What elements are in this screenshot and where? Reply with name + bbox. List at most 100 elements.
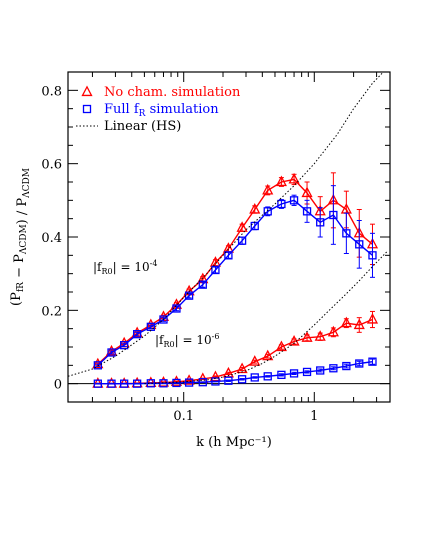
annotation-fr0-1e-6: |fR0| = 10-6 [155, 332, 219, 349]
square-marker [224, 376, 233, 385]
y-axis-title-part: ΛCDM [19, 224, 29, 255]
square-marker [159, 315, 168, 324]
square-marker [93, 379, 102, 388]
square-marker [316, 218, 325, 227]
square-marker [132, 330, 142, 339]
series-1 [93, 185, 377, 370]
square-marker [368, 357, 377, 366]
square-marker [198, 280, 207, 289]
annot-sup: -6 [212, 332, 220, 341]
triangle-marker [262, 183, 274, 195]
square-marker [93, 361, 102, 370]
square-marker [329, 364, 338, 373]
square-marker [107, 379, 116, 388]
legend: No cham. simulation Full fR simulation Lin… [76, 85, 241, 134]
annot-main: |f [155, 333, 165, 347]
square-marker [184, 378, 194, 387]
triangle-marker [249, 355, 261, 366]
series-4 [68, 72, 385, 377]
y-axis-title-part: (P [9, 292, 24, 306]
y-axis-title-part: ΛCDM [22, 168, 32, 199]
square-marker [172, 378, 181, 388]
annotations: |fR0| = 10-4|fR0| = 10-6 [93, 259, 219, 349]
x-tick-label: 1 [310, 409, 318, 424]
square-marker [263, 372, 272, 381]
legend-label-main: Full f [104, 102, 140, 117]
y-axis-title: (PfR − PΛCDM) / PΛCDM [9, 168, 32, 306]
square-marker [342, 361, 351, 371]
y-tick-label: 0.8 [41, 84, 62, 99]
linear-hs-line [68, 72, 385, 377]
square-marker [277, 199, 286, 209]
plot-layer [68, 72, 390, 388]
triangle-marker [262, 349, 274, 361]
square-marker [82, 104, 92, 114]
square-marker [263, 207, 272, 216]
y-axis-title-part: ) / P [15, 198, 30, 225]
legend-label: Linear (HS) [104, 119, 181, 134]
y-axis-title-part: fR [16, 282, 26, 292]
y-tick-label: 0.4 [41, 231, 62, 246]
triangle-marker [301, 186, 313, 198]
square-marker [224, 251, 233, 260]
y-tick-label: 0.2 [41, 304, 62, 319]
square-marker [120, 379, 129, 388]
triangle-marker [340, 316, 352, 328]
square-marker [237, 236, 247, 245]
labels-layer: 0.1 100.20.40.60.8k (h Mpc⁻¹)(PfR − PΛCDM… [9, 84, 318, 450]
y-tick-label: 0.6 [41, 158, 62, 173]
square-marker [289, 196, 299, 205]
triangle-marker [157, 376, 170, 387]
square-marker [329, 210, 338, 220]
legend-label-rest: simulation [145, 102, 219, 117]
square-marker [302, 367, 312, 377]
square-marker [107, 348, 116, 357]
x-axis-title: k (h Mpc⁻¹) [196, 435, 272, 450]
square-marker [368, 251, 377, 260]
square-marker [120, 341, 129, 350]
square-marker [342, 229, 351, 238]
series-line [97, 360, 373, 385]
square-marker [289, 369, 299, 378]
square-marker [132, 379, 142, 388]
square-marker [355, 359, 364, 368]
square-marker [211, 265, 220, 275]
triangle-marker [314, 330, 326, 341]
triangle-marker [81, 85, 93, 97]
annot-main: |f [93, 260, 103, 274]
annot-sub: R0 [101, 267, 112, 276]
annot-sub: R0 [163, 340, 174, 349]
triangle-marker [353, 318, 365, 330]
triangle-marker [275, 175, 287, 187]
legend-label: No cham. simulation [104, 85, 241, 100]
triangle-marker [236, 362, 248, 374]
series-line [97, 178, 373, 365]
square-marker [146, 379, 155, 388]
annotation-fr0-1e-4: |fR0| = 10-4 [93, 259, 157, 276]
x-tick-label: 0.1 [173, 409, 194, 424]
y-tick-label: 0 [54, 378, 62, 393]
triangle-marker [327, 325, 339, 337]
square-marker [198, 378, 207, 387]
triangle-marker [249, 202, 261, 214]
series-3 [93, 357, 377, 388]
triangle-marker [183, 374, 195, 385]
triangle-marker [236, 221, 248, 232]
square-marker [277, 370, 286, 380]
ticks-layer [68, 71, 390, 403]
annot-rest: | = 10 [175, 333, 212, 347]
triangle-marker [366, 312, 379, 324]
annot-sup: -4 [150, 259, 158, 268]
square-marker [250, 373, 259, 382]
square-marker [159, 379, 168, 388]
triangle-marker [301, 331, 313, 342]
triangle-marker [209, 370, 222, 382]
square-marker [355, 240, 364, 249]
triangle-marker [288, 172, 300, 184]
legend-label-sub: R [139, 109, 146, 119]
triangle-marker [170, 375, 183, 386]
triangle-marker [275, 340, 287, 352]
y-axis-title-part: − P [12, 254, 27, 282]
square-marker [316, 366, 325, 375]
